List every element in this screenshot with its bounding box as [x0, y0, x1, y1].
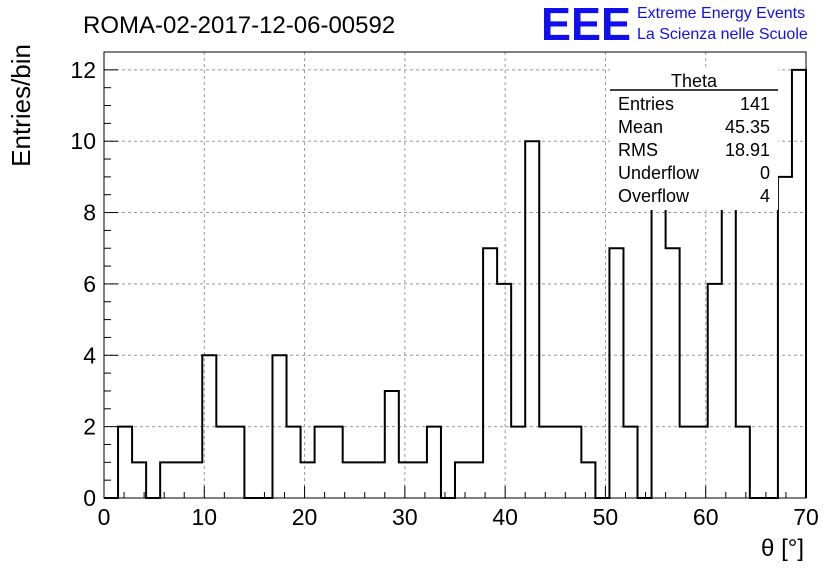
y-tick-label: 6	[83, 271, 96, 297]
x-tick-label: 50	[593, 504, 619, 530]
stats-box-background	[610, 67, 778, 210]
logo-line-2: La Scienza nelle Scuole	[637, 26, 808, 43]
stats-row-value: 18.91	[725, 140, 770, 160]
stats-row-value: 0	[760, 163, 770, 183]
stats-row-value: 4	[760, 186, 770, 206]
stats-row-label: Overflow	[618, 186, 690, 206]
stats-rows: Entries 141 Mean 45.35 RMS 18.91 Underflow 0 Ove…	[618, 94, 770, 206]
y-axis-label: Entries/bin	[6, 44, 36, 167]
y-tick-label: 4	[83, 342, 96, 368]
plot-frame	[103, 51, 807, 499]
chart-title: ROMA-02-2017-12-06-00592	[83, 12, 395, 39]
stats-box: Theta Entries 141 Mean 45.35 RMS 18.91 Underfl…	[610, 67, 778, 210]
eee-logo: EEE Extreme Energy Events La Scienza nel…	[541, 0, 808, 50]
stats-row-value: 141	[740, 94, 770, 114]
y-tick-label: 0	[83, 485, 96, 511]
y-tick-label: 10	[70, 128, 96, 154]
x-tick-label: 60	[693, 504, 719, 530]
stats-row-label: Underflow	[618, 163, 700, 183]
x-tick-label: 30	[392, 504, 418, 530]
stats-row-label: Mean	[618, 117, 663, 137]
x-tick-label: 0	[98, 504, 111, 530]
stats-row-label: RMS	[618, 140, 658, 160]
x-tick-label: 40	[492, 504, 518, 530]
y-tick-label: 2	[83, 414, 96, 440]
y-tick-label: 12	[70, 57, 96, 83]
stats-row-label: Entries	[618, 94, 674, 114]
stats-row-value: 45.35	[725, 117, 770, 137]
x-axis: 0 10 20 30 40 50 60 70	[98, 486, 819, 530]
y-axis: 0 2 4 6 8 10 12	[70, 51, 118, 511]
y-tick-label: 8	[83, 200, 96, 226]
x-tick-label: 10	[191, 504, 217, 530]
histogram-line	[104, 68, 807, 499]
x-axis-label: θ [°]	[761, 535, 804, 562]
x-tick-label: 20	[292, 504, 318, 530]
logo-line-1: Extreme Energy Events	[637, 5, 805, 22]
x-tick-label: 70	[793, 504, 819, 530]
logo-mark: EEE	[541, 0, 631, 50]
stats-title: Theta	[671, 71, 718, 91]
